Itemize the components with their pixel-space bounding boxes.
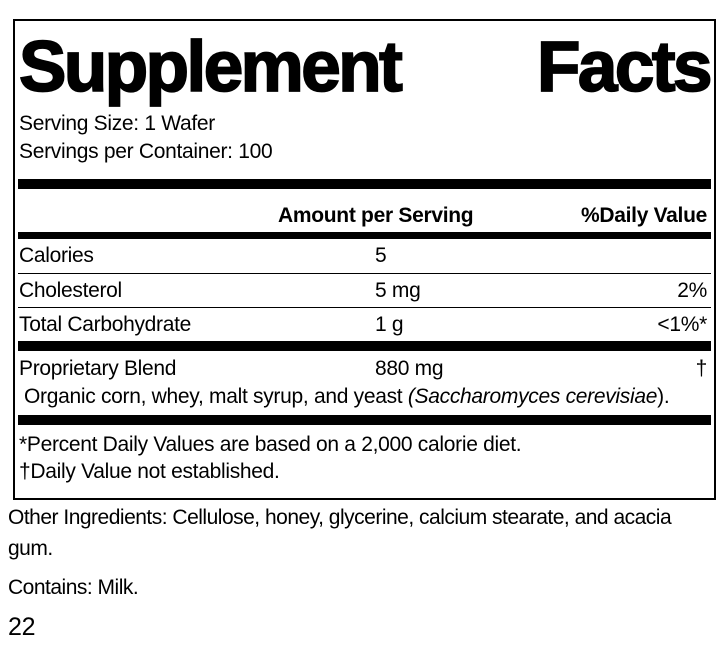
separator-bar-medium bbox=[18, 232, 711, 239]
below-panel-text: Other Ingredients: Cellulose, honey, gly… bbox=[8, 502, 708, 643]
nutrient-amount: 5 bbox=[375, 244, 387, 267]
nutrient-name: Cholesterol bbox=[19, 278, 122, 302]
column-header-row: Amount per Serving %Daily Value bbox=[18, 189, 711, 232]
serving-size: Serving Size: 1 Wafer bbox=[19, 112, 215, 135]
nutrient-amount: 880 mg bbox=[375, 357, 444, 380]
other-ingredients-statement: Other Ingredients: Cellulose, honey, gly… bbox=[8, 506, 672, 560]
blend-ingredients-text: Organic corn, whey, malt syrup, and yeas… bbox=[24, 385, 408, 408]
column-header-daily-value: %Daily Value bbox=[581, 204, 707, 227]
nutrient-dv: <1%* bbox=[657, 313, 707, 336]
nutrient-amount: 5 mg bbox=[375, 278, 421, 302]
footnote-percent-daily-value: *Percent Daily Values are based on a 2,0… bbox=[19, 433, 522, 456]
nutrient-dv-dagger: † bbox=[695, 357, 708, 380]
supplement-facts-panel: Supplement Facts Serving Size: 1 Wafer S… bbox=[13, 19, 716, 500]
nutrient-amount: 1 g bbox=[375, 313, 404, 336]
blend-ingredients-latin-name: (Saccharomyces cerevisiae bbox=[407, 385, 658, 408]
separator-bar-thick bbox=[18, 341, 711, 351]
nutrient-dv: 2% bbox=[677, 278, 707, 302]
blend-ingredients: Organic corn, whey, malt syrup, and yeas… bbox=[18, 383, 711, 410]
blend-ingredients-suffix: ). bbox=[657, 385, 670, 408]
contains-statement: Contains: Milk. bbox=[8, 576, 139, 599]
nutrient-name: Total Carbohydrate bbox=[19, 313, 192, 336]
panel-title: Supplement Facts bbox=[18, 28, 713, 107]
panel-title-word-facts: Facts bbox=[536, 28, 713, 107]
footnotes: *Percent Daily Values are based on a 2,0… bbox=[18, 425, 711, 498]
nutrient-name: Calories bbox=[19, 244, 94, 267]
nutrient-name: Proprietary Blend bbox=[19, 357, 177, 380]
nutrient-row-total-carbohydrate: Total Carbohydrate 1 g <1%* bbox=[18, 308, 711, 341]
proprietary-blend-row: Proprietary Blend 880 mg † bbox=[18, 355, 711, 383]
nutrient-row-cholesterol: Cholesterol 5 mg 2% bbox=[18, 274, 711, 308]
separator-bar-thick bbox=[18, 179, 711, 189]
proprietary-blend-block: Proprietary Blend 880 mg † Organic corn,… bbox=[18, 351, 711, 415]
footnote-daily-value-not-established: †Daily Value not established. bbox=[19, 460, 280, 483]
separator-bar-thick bbox=[18, 415, 711, 425]
panel-title-word-supplement: Supplement bbox=[18, 28, 404, 107]
page-number: 22 bbox=[8, 613, 36, 641]
servings-per-container: Servings per Container: 100 bbox=[19, 140, 273, 163]
nutrient-row-calories: Calories 5 bbox=[18, 239, 711, 274]
column-header-amount: Amount per Serving bbox=[278, 204, 474, 227]
